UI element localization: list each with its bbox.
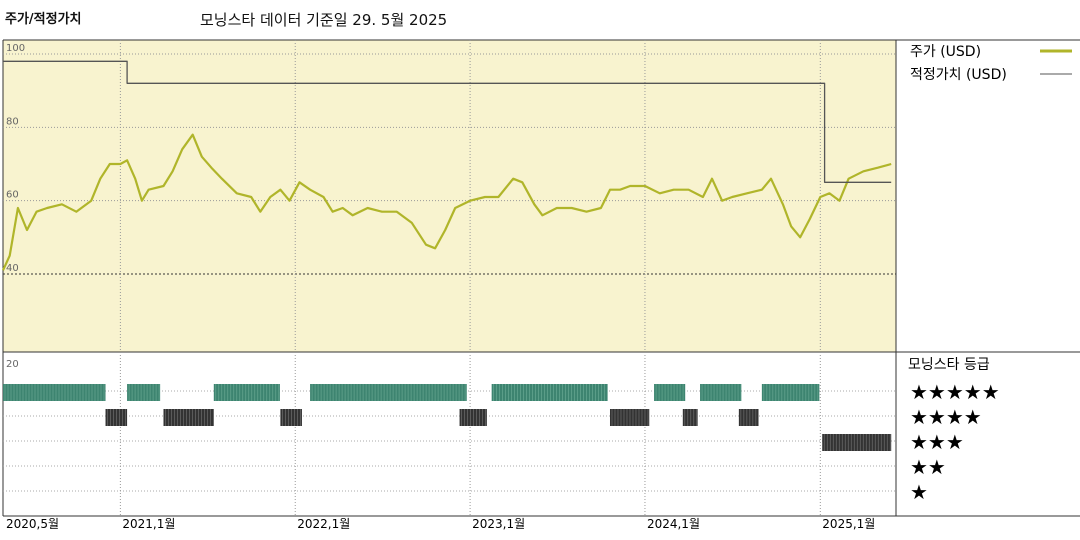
rating-title: 모닝스타 등급 <box>908 357 990 373</box>
x-tick-label: 2024,1월 <box>647 517 700 531</box>
rating-segment <box>310 384 467 401</box>
x-tick-label: 2021,1월 <box>122 517 175 531</box>
y-tick-label: 100 <box>6 43 25 54</box>
rating-segment <box>609 409 650 426</box>
legend-price-label: 주가 (USD) <box>910 44 981 60</box>
fair-value-series-line <box>3 60 892 183</box>
y-tick-label: 80 <box>6 116 19 127</box>
x-tick-label: 2023,1월 <box>472 517 525 531</box>
rating-segment <box>822 434 892 451</box>
rating-segment <box>459 409 487 426</box>
y-tick-label: 60 <box>6 190 19 201</box>
star-level-label: ★★ <box>910 455 946 479</box>
price-series-line <box>2 133 892 271</box>
star-level-label: ★★★ <box>910 430 964 454</box>
x-tick-label: 2025,1월 <box>822 517 875 531</box>
price-plot-area <box>3 40 896 352</box>
y-tick-label: 40 <box>6 263 19 274</box>
star-level-label: ★ <box>910 480 928 504</box>
rating-segment <box>700 384 742 401</box>
x-tick-label: 2020,5월 <box>6 517 59 531</box>
x-tick-label: 2022,1월 <box>297 517 350 531</box>
rating-segment <box>3 384 106 401</box>
rating-plot-area <box>3 352 896 516</box>
rating-segment <box>491 384 608 401</box>
rating-segment <box>213 384 280 401</box>
chart-section-title: 주가/적정가치 <box>5 12 82 27</box>
legend-fair-label: 적정가치 (USD) <box>910 67 1007 83</box>
rating-top-label: 20 <box>6 359 19 370</box>
rating-segment <box>738 409 759 426</box>
data-date-caption: 모닝스타 데이터 기준일 29. 5월 2025 <box>200 11 448 29</box>
rating-segment <box>163 409 214 426</box>
rating-segment <box>654 384 686 401</box>
star-level-label: ★★★★★ <box>910 380 1000 404</box>
star-level-label: ★★★★ <box>910 405 982 429</box>
